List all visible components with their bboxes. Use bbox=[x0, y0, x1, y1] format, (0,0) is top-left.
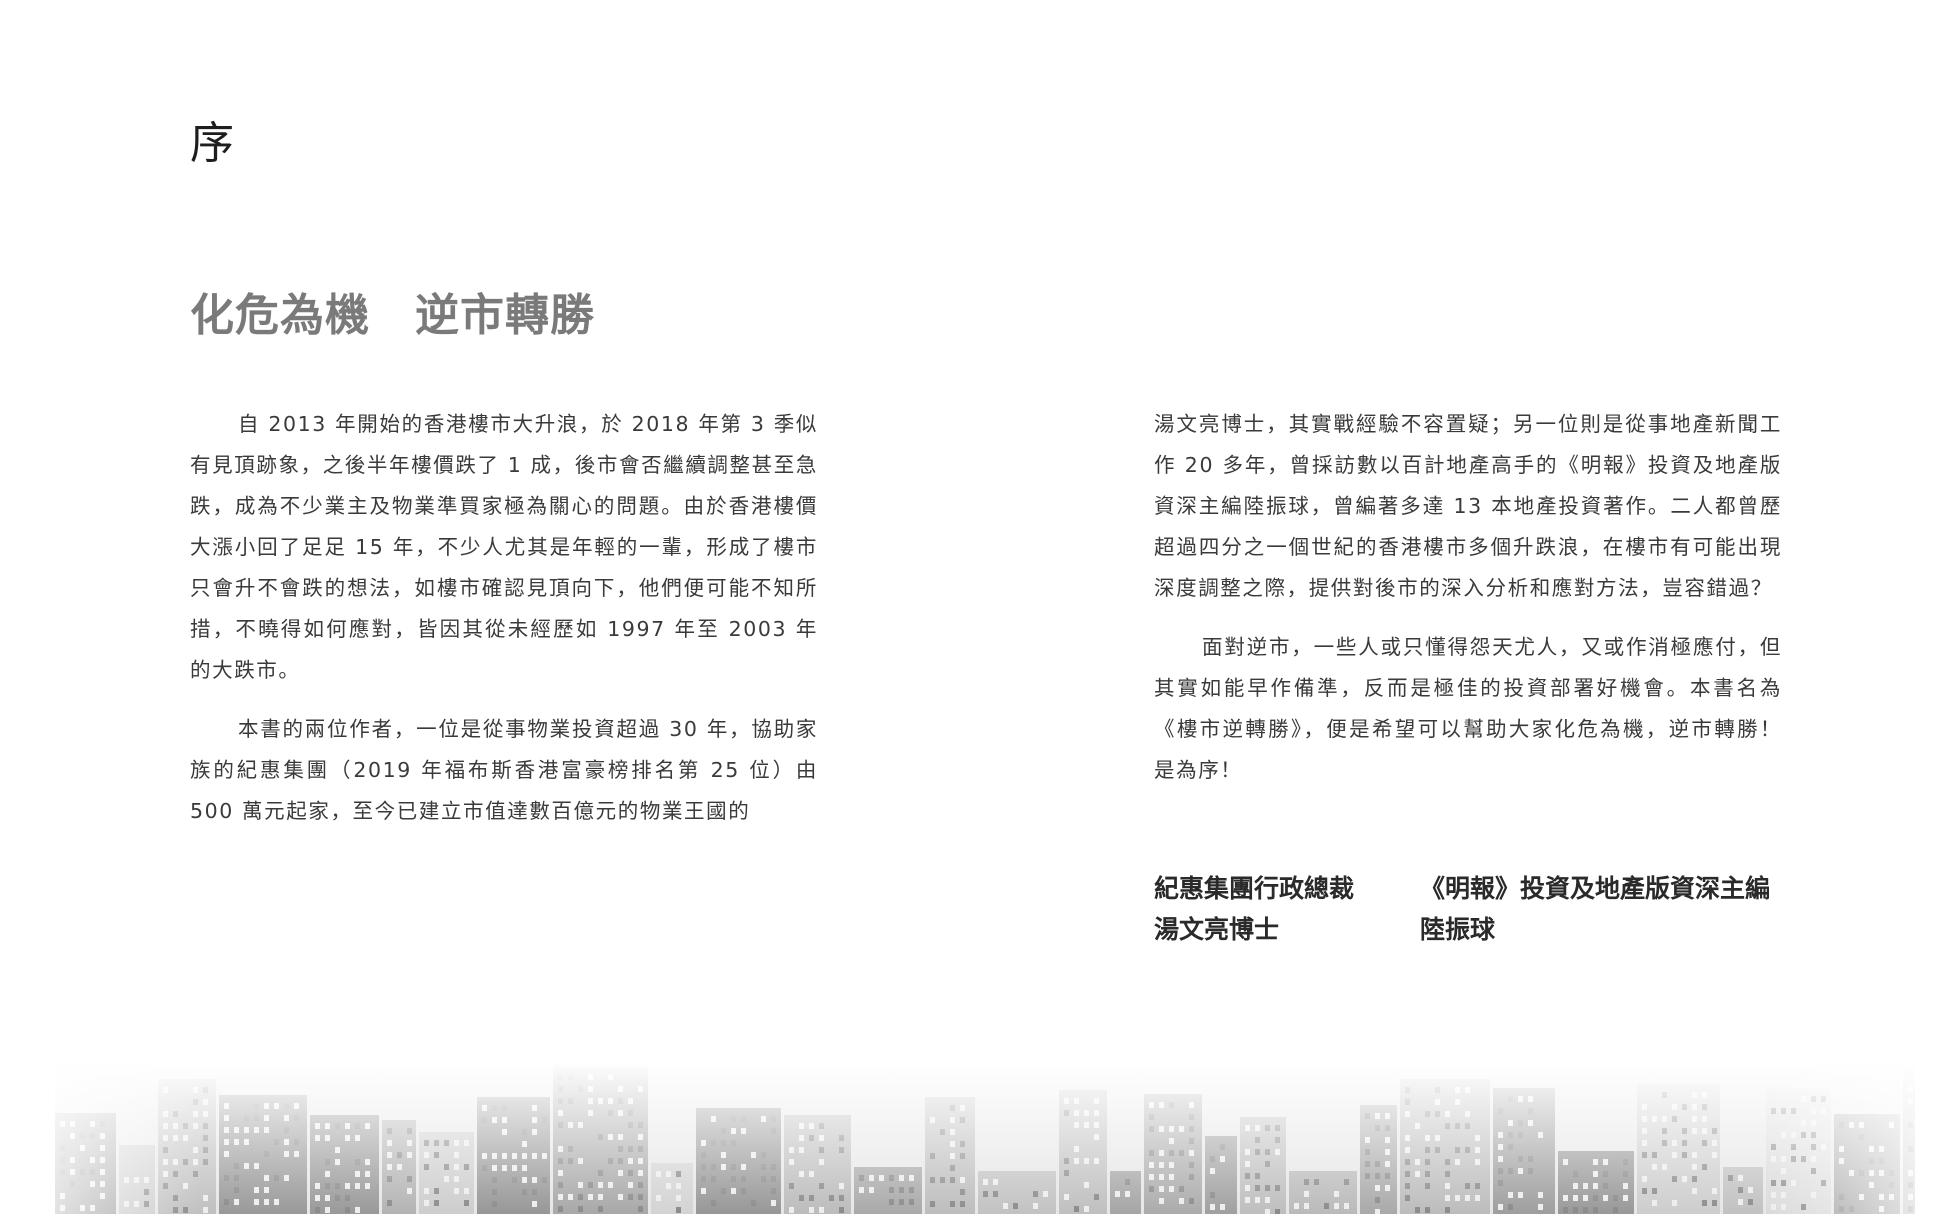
right-column: 湯文亮博士，其實戰經驗不容置疑；另一位則是從事地產新聞工作 20 多年，曾採訪數… bbox=[1154, 404, 1782, 809]
paragraph: 本書的兩位作者，一位是從事物業投資超過 30 年，協助家族的紀惠集團（2019 … bbox=[190, 717, 818, 823]
author-name: 湯文亮博士 bbox=[1154, 915, 1280, 944]
author-role: 紀惠集團行政總裁 bbox=[1154, 874, 1355, 903]
paragraph: 面對逆市，一些人或只懂得怨天尤人，又或作消極應付，但其實如能早作備準，反而是極佳… bbox=[1154, 635, 1782, 782]
paragraph: 自 2013 年開始的香港樓市大升浪，於 2018 年第 3 季似有見頂跡象，之… bbox=[190, 412, 818, 682]
author-name: 陸振球 bbox=[1420, 915, 1496, 944]
left-column: 自 2013 年開始的香港樓市大升浪，於 2018 年第 3 季似有見頂跡象，之… bbox=[190, 404, 818, 850]
signature-author-1: 紀惠集團行政總裁 湯文亮博士 bbox=[1154, 868, 1354, 950]
city-skyline-image bbox=[55, 1060, 1915, 1214]
signature-author-2: 《明報》投資及地產版資深主編 陸振球 bbox=[1420, 868, 1770, 950]
headline: 化危為機 逆市轉勝 bbox=[190, 290, 595, 341]
section-label: 序 bbox=[190, 118, 234, 169]
author-role: 《明報》投資及地產版資深主編 bbox=[1420, 874, 1771, 903]
paragraph: 湯文亮博士，其實戰經驗不容置疑；另一位則是從事地產新聞工作 20 多年，曾採訪數… bbox=[1154, 412, 1782, 600]
